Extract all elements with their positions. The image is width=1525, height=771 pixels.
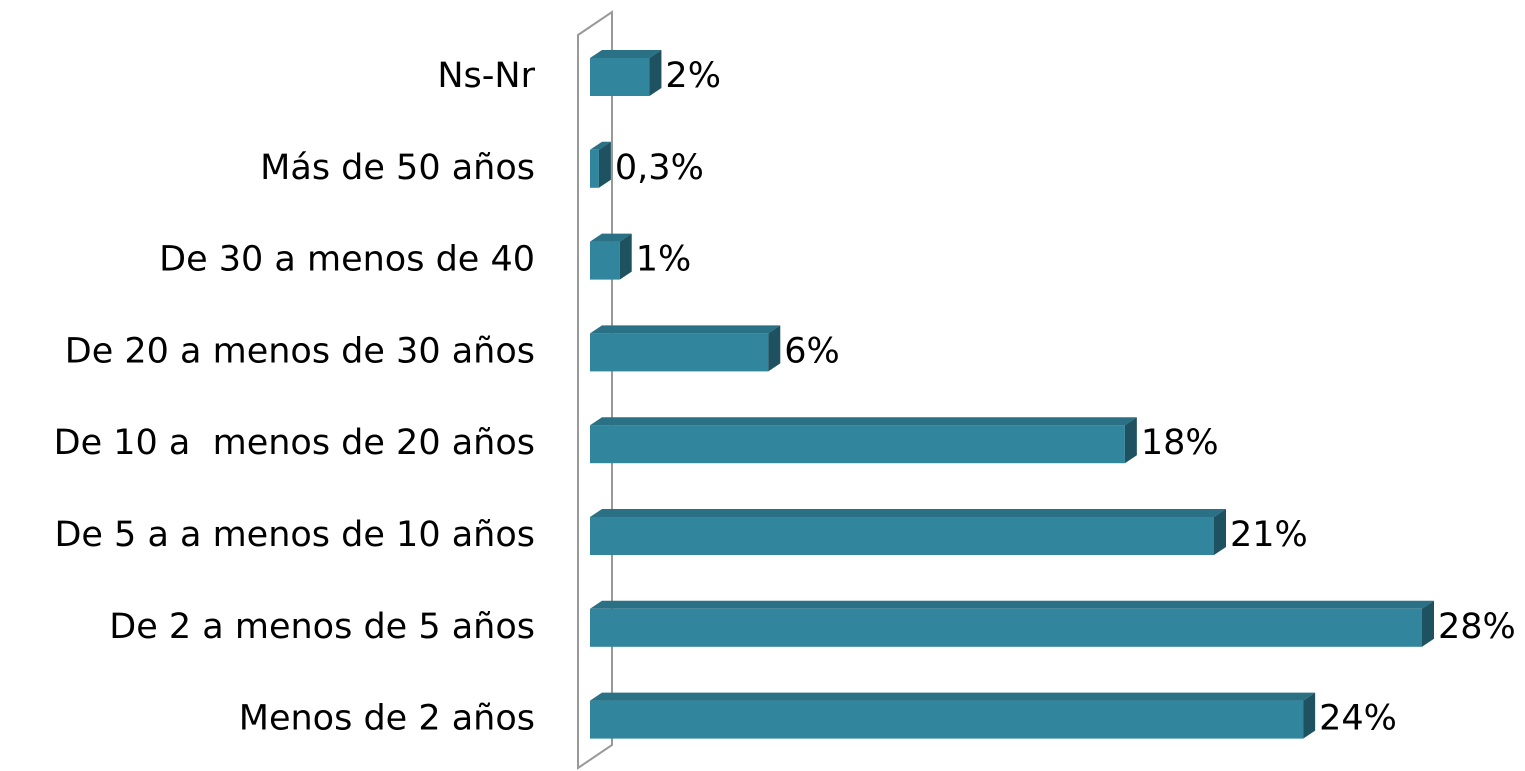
category-label: Ns-Nr — [437, 56, 535, 96]
bar-top — [590, 233, 632, 242]
category-label: De 10 a menos de 20 años — [54, 423, 535, 463]
bar-front — [590, 608, 1422, 647]
bar-side — [768, 325, 781, 372]
bar-front — [590, 700, 1304, 739]
bar-side — [649, 50, 662, 96]
bar-top — [590, 692, 1316, 701]
back-wall — [577, 10, 613, 770]
value-label: 1% — [636, 240, 692, 280]
bar-top — [590, 50, 662, 58]
bar-side — [1422, 600, 1434, 647]
bar — [590, 692, 1316, 739]
value-label: 0,3% — [615, 148, 704, 188]
bar-front — [590, 58, 650, 96]
bar — [590, 141, 611, 188]
bar — [590, 233, 632, 280]
value-label: 28% — [1438, 607, 1516, 647]
category-label: De 20 a menos de 30 años — [65, 331, 535, 371]
bar-front — [590, 333, 769, 372]
bar-top — [590, 141, 611, 150]
bar-top — [590, 417, 1137, 426]
bar-front — [590, 149, 599, 188]
bar — [590, 325, 781, 372]
value-label: 24% — [1319, 699, 1397, 739]
value-label: 18% — [1141, 423, 1219, 463]
bar-front — [590, 241, 620, 280]
category-label: De 2 a menos de 5 años — [109, 607, 535, 647]
bar — [590, 600, 1434, 647]
category-label: De 5 a a menos de 10 años — [54, 515, 535, 555]
bar — [590, 509, 1226, 555]
bar-side — [598, 141, 611, 188]
bar — [590, 417, 1137, 464]
bar-side — [1214, 509, 1226, 555]
bar-top — [590, 325, 781, 334]
category-label: De 30 a menos de 40 — [159, 240, 535, 280]
bar-front — [590, 425, 1125, 464]
bar-side — [619, 233, 632, 280]
bar-top — [590, 600, 1434, 609]
category-label: Más de 50 años — [260, 148, 535, 188]
value-label: 21% — [1230, 515, 1308, 555]
category-label: Menos de 2 años — [239, 699, 535, 739]
bar-front — [590, 517, 1214, 555]
value-label: 2% — [665, 56, 721, 96]
bar — [590, 50, 662, 96]
bar-side — [1124, 417, 1137, 464]
value-label: 6% — [784, 331, 840, 371]
bar-side — [1303, 692, 1316, 739]
bar-top — [590, 509, 1226, 517]
